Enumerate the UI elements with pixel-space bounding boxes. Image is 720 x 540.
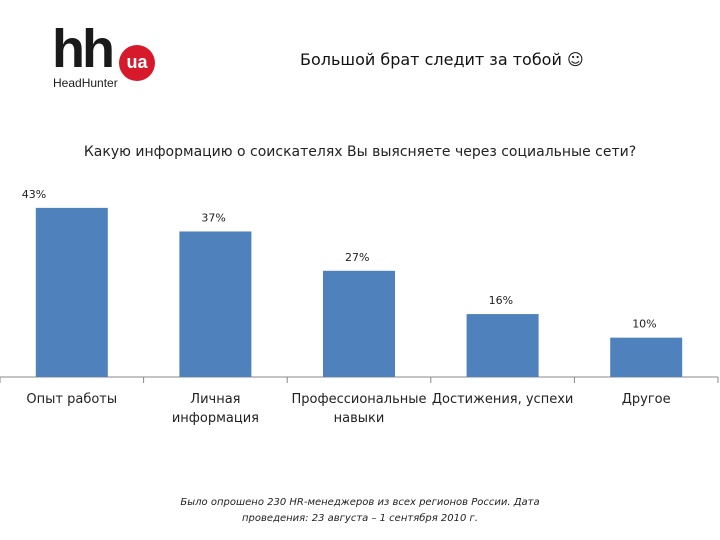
footnote-line: проведения: 23 августа – 1 сентября 2010… (242, 513, 478, 524)
category-label: навыки (334, 411, 385, 426)
data-label: 16% (489, 294, 513, 307)
bar (466, 314, 539, 377)
category-label: информация (172, 411, 259, 426)
data-label: 27% (345, 251, 369, 264)
category-label: Опыт работы (26, 392, 117, 407)
category-label: Профессиональные (292, 392, 427, 407)
category-label: Личная (190, 392, 240, 407)
data-label: 10% (632, 318, 656, 331)
data-label: 37% (201, 211, 225, 224)
data-label: 43% (22, 188, 46, 201)
bar (323, 270, 395, 377)
footnote-line: Было опрошено 230 HR-менеджеров из всех … (180, 497, 540, 508)
bar (179, 231, 252, 377)
category-label: Другое (622, 392, 671, 407)
slide-title: Большой брат следит за тобой ☺ (300, 50, 584, 69)
headhunter-logo: hh ua HeadHunter (52, 22, 172, 90)
category-label: Достижения, успехи (432, 392, 574, 407)
chart-title: Какую информацию о соискателях Вы выясня… (83, 144, 637, 160)
bar (610, 337, 683, 377)
logo-badge: ua (119, 45, 155, 81)
logo-brand-name: HeadHunter (53, 76, 118, 90)
logo-mark: hh (52, 19, 115, 79)
survey-footnote: Было опрошено 230 HR-менеджеров из всех … (150, 495, 570, 527)
bar (35, 207, 108, 377)
